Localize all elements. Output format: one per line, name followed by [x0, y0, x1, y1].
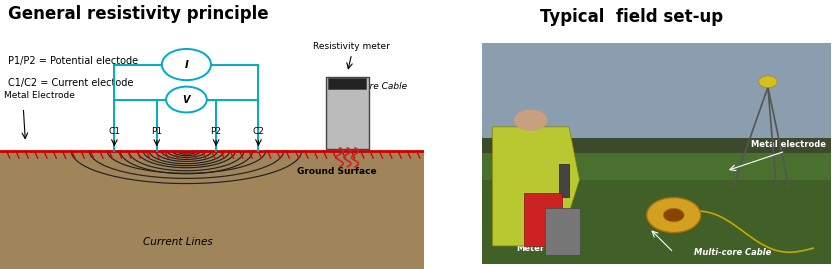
Circle shape [664, 208, 684, 222]
Text: Resistivity meter: Resistivity meter [313, 42, 390, 51]
Bar [545, 208, 580, 255]
Bar [524, 193, 562, 246]
Text: Metal electrode: Metal electrode [752, 140, 826, 149]
Bar [328, 78, 367, 89]
Text: P2: P2 [211, 127, 221, 136]
Text: Current Lines: Current Lines [143, 237, 213, 247]
Text: C1: C1 [108, 127, 121, 136]
Text: Multi-core Cable: Multi-core Cable [695, 248, 772, 257]
Text: Metal Electrode: Metal Electrode [4, 91, 76, 100]
Circle shape [647, 198, 701, 233]
Circle shape [514, 109, 547, 131]
Text: I: I [185, 59, 189, 70]
Text: V: V [183, 94, 190, 105]
Bar [482, 149, 831, 264]
Text: P1: P1 [151, 127, 162, 136]
Circle shape [162, 49, 211, 80]
Bar [482, 138, 831, 153]
FancyBboxPatch shape [326, 77, 368, 149]
Text: Typical  field set-up: Typical field set-up [539, 8, 723, 26]
Circle shape [758, 76, 777, 88]
Bar [482, 43, 831, 149]
Text: C1/C2 = Current electode: C1/C2 = Current electode [8, 78, 134, 88]
Text: C2: C2 [253, 127, 264, 136]
Polygon shape [492, 127, 580, 246]
Bar [559, 164, 569, 197]
Text: Iris Resistivity
Meter: Iris Resistivity Meter [497, 233, 565, 253]
Bar [0, 151, 424, 269]
Text: Ground Surface: Ground Surface [297, 167, 376, 176]
Text: Multicore Cable: Multicore Cable [336, 83, 407, 91]
Bar [482, 180, 831, 264]
Circle shape [166, 87, 206, 112]
Text: P1/P2 = Potential electode: P1/P2 = Potential electode [8, 56, 138, 66]
Text: General resistivity principle: General resistivity principle [8, 5, 269, 23]
